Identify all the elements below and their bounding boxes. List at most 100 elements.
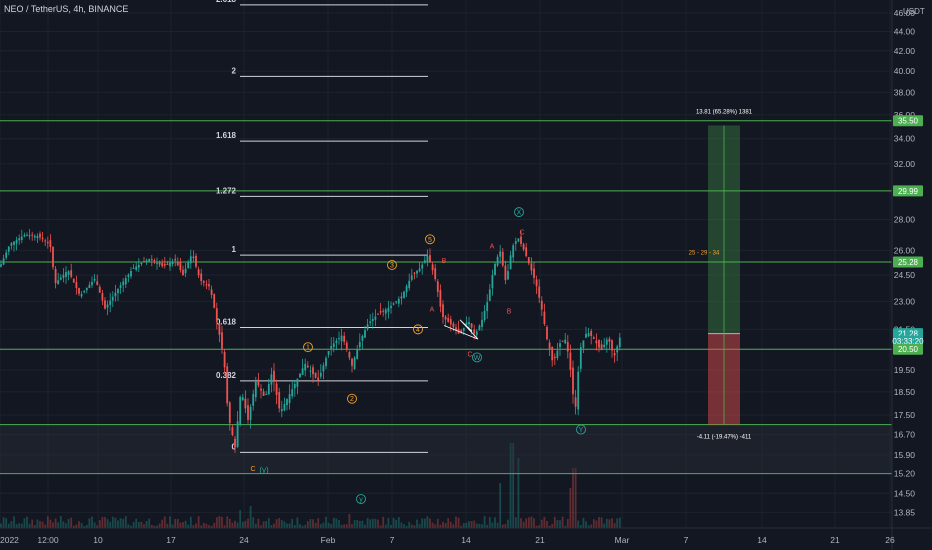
candle-body <box>249 406 252 421</box>
candle-body <box>65 272 67 277</box>
volume-bar <box>582 517 585 528</box>
candle-body <box>327 350 330 355</box>
candle-body <box>447 318 450 322</box>
candle-body <box>382 310 385 312</box>
candle-body <box>600 344 603 351</box>
volume-bar <box>509 443 512 528</box>
candle-body <box>561 340 564 342</box>
volume-bar <box>33 525 36 528</box>
candle-body <box>39 233 41 238</box>
candle-body <box>153 260 156 262</box>
volume-bar <box>101 516 104 528</box>
candle-body <box>184 268 187 274</box>
volume-bar <box>197 516 200 528</box>
candle-body <box>559 343 561 348</box>
wave-label-circle <box>514 207 524 218</box>
volume-bar <box>525 518 528 528</box>
candle-body <box>603 344 606 348</box>
volume-bar <box>184 520 187 528</box>
candle-body <box>616 346 619 353</box>
volume-bar <box>335 518 338 528</box>
candle-body <box>499 251 502 257</box>
volume-bar <box>28 523 31 528</box>
price-badge-label: 29.99 <box>898 187 919 196</box>
volume-bar <box>234 520 236 528</box>
volume-bar <box>0 523 2 528</box>
volume-bar <box>397 516 400 528</box>
candle-body <box>140 262 143 264</box>
candle-body <box>124 278 127 285</box>
volume-bar <box>143 524 145 528</box>
candle-body <box>564 339 567 344</box>
candle-body <box>613 353 616 356</box>
volume-bar <box>291 518 294 528</box>
volume-bar <box>200 525 203 528</box>
y-tick-label: 42.00 <box>894 46 916 56</box>
candle-body <box>434 268 437 280</box>
candle-body <box>33 235 36 238</box>
candle-body <box>72 278 75 283</box>
y-tick-label: 38.00 <box>894 87 916 97</box>
volume-bar <box>530 516 533 528</box>
volume-bar <box>5 518 8 528</box>
candle-body <box>241 397 244 400</box>
candle-body <box>611 340 613 351</box>
volume-bar <box>288 523 291 528</box>
volume-bar <box>483 516 486 528</box>
volume-bar <box>332 517 335 528</box>
volume-bar <box>559 520 561 528</box>
volume-bar <box>145 520 148 528</box>
candle-body <box>473 329 476 334</box>
volume-bar <box>351 524 353 528</box>
candle-body <box>278 392 281 409</box>
volume-bars <box>0 443 621 528</box>
candle-body <box>44 240 47 242</box>
candle-body <box>179 262 182 271</box>
volume-bar <box>137 522 140 528</box>
x-tick-label: 17 <box>166 535 176 545</box>
volume-bar <box>613 523 616 528</box>
candle-body <box>452 323 455 328</box>
volume-bar <box>543 516 546 528</box>
candle-body <box>301 368 304 376</box>
x-tick-label: 12:00 <box>37 535 59 545</box>
volume-bar <box>512 443 515 528</box>
candle-body <box>304 363 307 371</box>
volume-bar <box>405 525 408 528</box>
candle-body <box>507 271 509 280</box>
volume-bar <box>416 519 418 528</box>
x-tick-label: 2022 <box>0 535 19 545</box>
volume-bar <box>301 525 304 528</box>
y-tick-label: 44.00 <box>894 26 916 36</box>
volume-bar <box>49 519 52 528</box>
volume-bar <box>215 517 218 528</box>
candlestick-series <box>0 229 621 453</box>
y-tick-label: 26.00 <box>894 245 916 255</box>
candle-body <box>296 378 299 387</box>
volume-bar <box>400 522 403 528</box>
volume-bar <box>358 520 361 528</box>
volume-bar <box>83 525 86 528</box>
candle-body <box>421 264 424 269</box>
volume-bar <box>293 525 296 528</box>
volume-bar <box>166 523 169 528</box>
volume-bar <box>52 522 54 528</box>
volume-bar <box>460 525 463 528</box>
fib-level-label: 2.618 <box>216 0 237 4</box>
x-tick-label: 26 <box>885 535 895 545</box>
wave-label: 5 <box>428 237 432 244</box>
wave-label: 3 <box>390 262 394 269</box>
volume-bar <box>135 518 138 528</box>
x-tick-label: 14 <box>461 535 471 545</box>
candle-body <box>572 367 574 395</box>
volume-bar <box>117 520 119 528</box>
y-tick-label: 34.00 <box>894 134 916 144</box>
volume-bar <box>462 523 465 528</box>
candle-body <box>351 358 353 366</box>
x-tick-label: 7 <box>390 535 395 545</box>
volume-bar <box>434 524 437 528</box>
candle-body <box>28 235 31 237</box>
volume-bar <box>491 522 494 528</box>
